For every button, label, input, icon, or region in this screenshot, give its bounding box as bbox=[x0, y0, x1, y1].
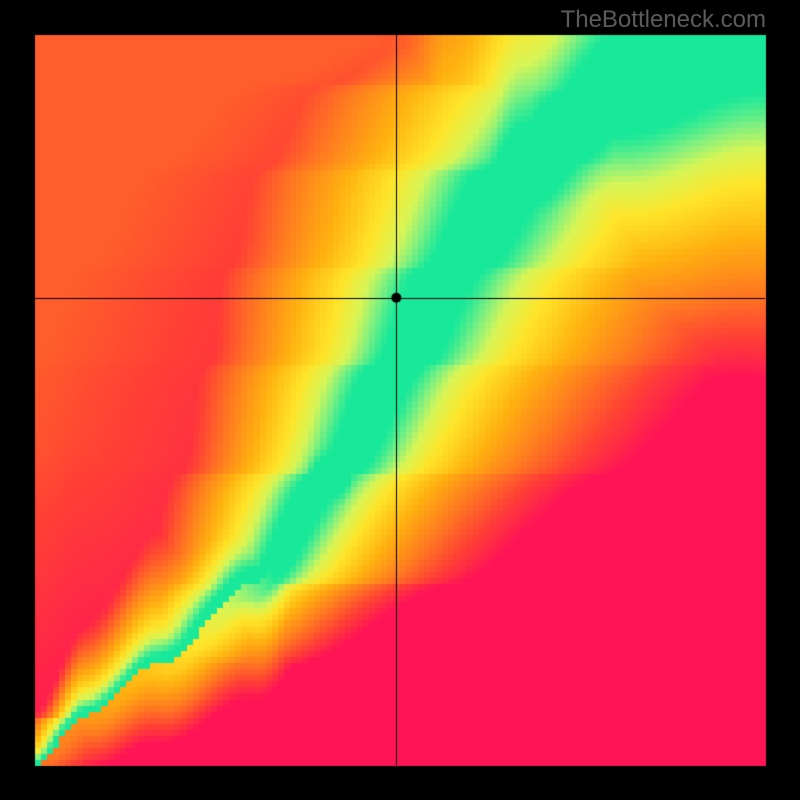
watermark-text: TheBottleneck.com bbox=[561, 6, 766, 34]
bottleneck-heatmap bbox=[0, 0, 800, 800]
